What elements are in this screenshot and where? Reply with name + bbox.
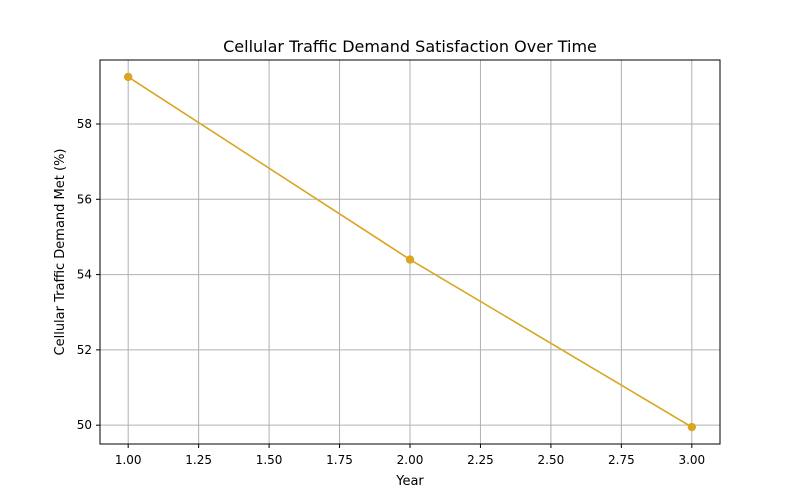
x-tick-label: 2.25 [467, 453, 494, 467]
x-tick-label: 1.00 [115, 453, 142, 467]
y-tick-label: 54 [77, 268, 92, 282]
axis-ticks: 1.00 1.25 1.50 1.75 2.00 2.25 2.50 2.75 3.00 50 52… [77, 117, 705, 467]
x-tick-label: 1.50 [256, 453, 283, 467]
data-point [123, 72, 133, 82]
y-tick-label: 58 [77, 117, 92, 131]
y-tick-label: 52 [77, 343, 92, 357]
x-tick-label: 2.50 [538, 453, 565, 467]
grid-lines [100, 60, 720, 444]
series-layer [123, 72, 697, 432]
x-tick-label: 3.00 [678, 453, 705, 467]
x-tick-label: 2.75 [608, 453, 635, 467]
chart-title: Cellular Traffic Demand Satisfaction Ove… [223, 37, 597, 56]
data-point [405, 255, 415, 264]
x-tick-label: 1.75 [326, 453, 353, 467]
y-tick-label: 50 [77, 418, 92, 432]
x-tick-label: 1.25 [185, 453, 212, 467]
x-axis-label: Year [395, 474, 424, 489]
data-point [687, 422, 697, 432]
x-tick-label: 2.00 [397, 453, 424, 467]
y-tick-label: 56 [77, 192, 92, 206]
y-axis-label: Cellular Traffic Demand Met (%) [53, 149, 68, 356]
